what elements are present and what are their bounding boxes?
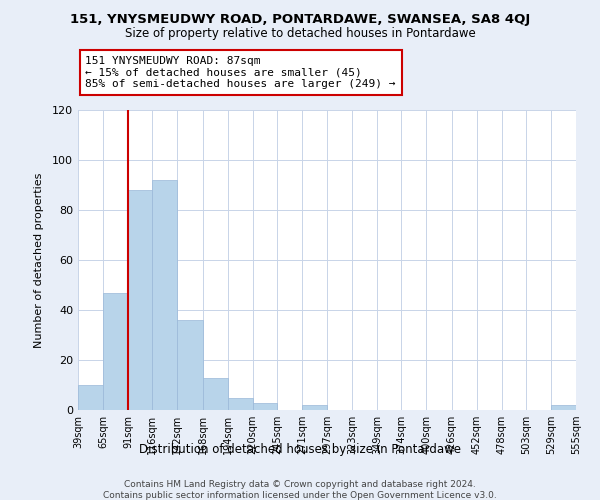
- Text: 151, YNYSMEUDWY ROAD, PONTARDAWE, SWANSEA, SA8 4QJ: 151, YNYSMEUDWY ROAD, PONTARDAWE, SWANSE…: [70, 12, 530, 26]
- Bar: [302, 405, 327, 410]
- Bar: [551, 405, 576, 410]
- Bar: [152, 180, 178, 410]
- Bar: [128, 190, 152, 410]
- Y-axis label: Number of detached properties: Number of detached properties: [34, 172, 44, 348]
- Bar: [178, 320, 203, 410]
- Bar: [103, 292, 128, 410]
- Text: 151 YNYSMEUDWY ROAD: 87sqm
← 15% of detached houses are smaller (45)
85% of semi: 151 YNYSMEUDWY ROAD: 87sqm ← 15% of deta…: [85, 56, 396, 89]
- Text: Size of property relative to detached houses in Pontardawe: Size of property relative to detached ho…: [125, 28, 475, 40]
- Text: Contains public sector information licensed under the Open Government Licence v3: Contains public sector information licen…: [103, 491, 497, 500]
- Bar: [253, 402, 277, 410]
- Bar: [78, 385, 103, 410]
- Text: Contains HM Land Registry data © Crown copyright and database right 2024.: Contains HM Land Registry data © Crown c…: [124, 480, 476, 489]
- Text: Distribution of detached houses by size in Pontardawe: Distribution of detached houses by size …: [139, 442, 461, 456]
- Bar: [227, 398, 253, 410]
- Bar: [203, 378, 227, 410]
